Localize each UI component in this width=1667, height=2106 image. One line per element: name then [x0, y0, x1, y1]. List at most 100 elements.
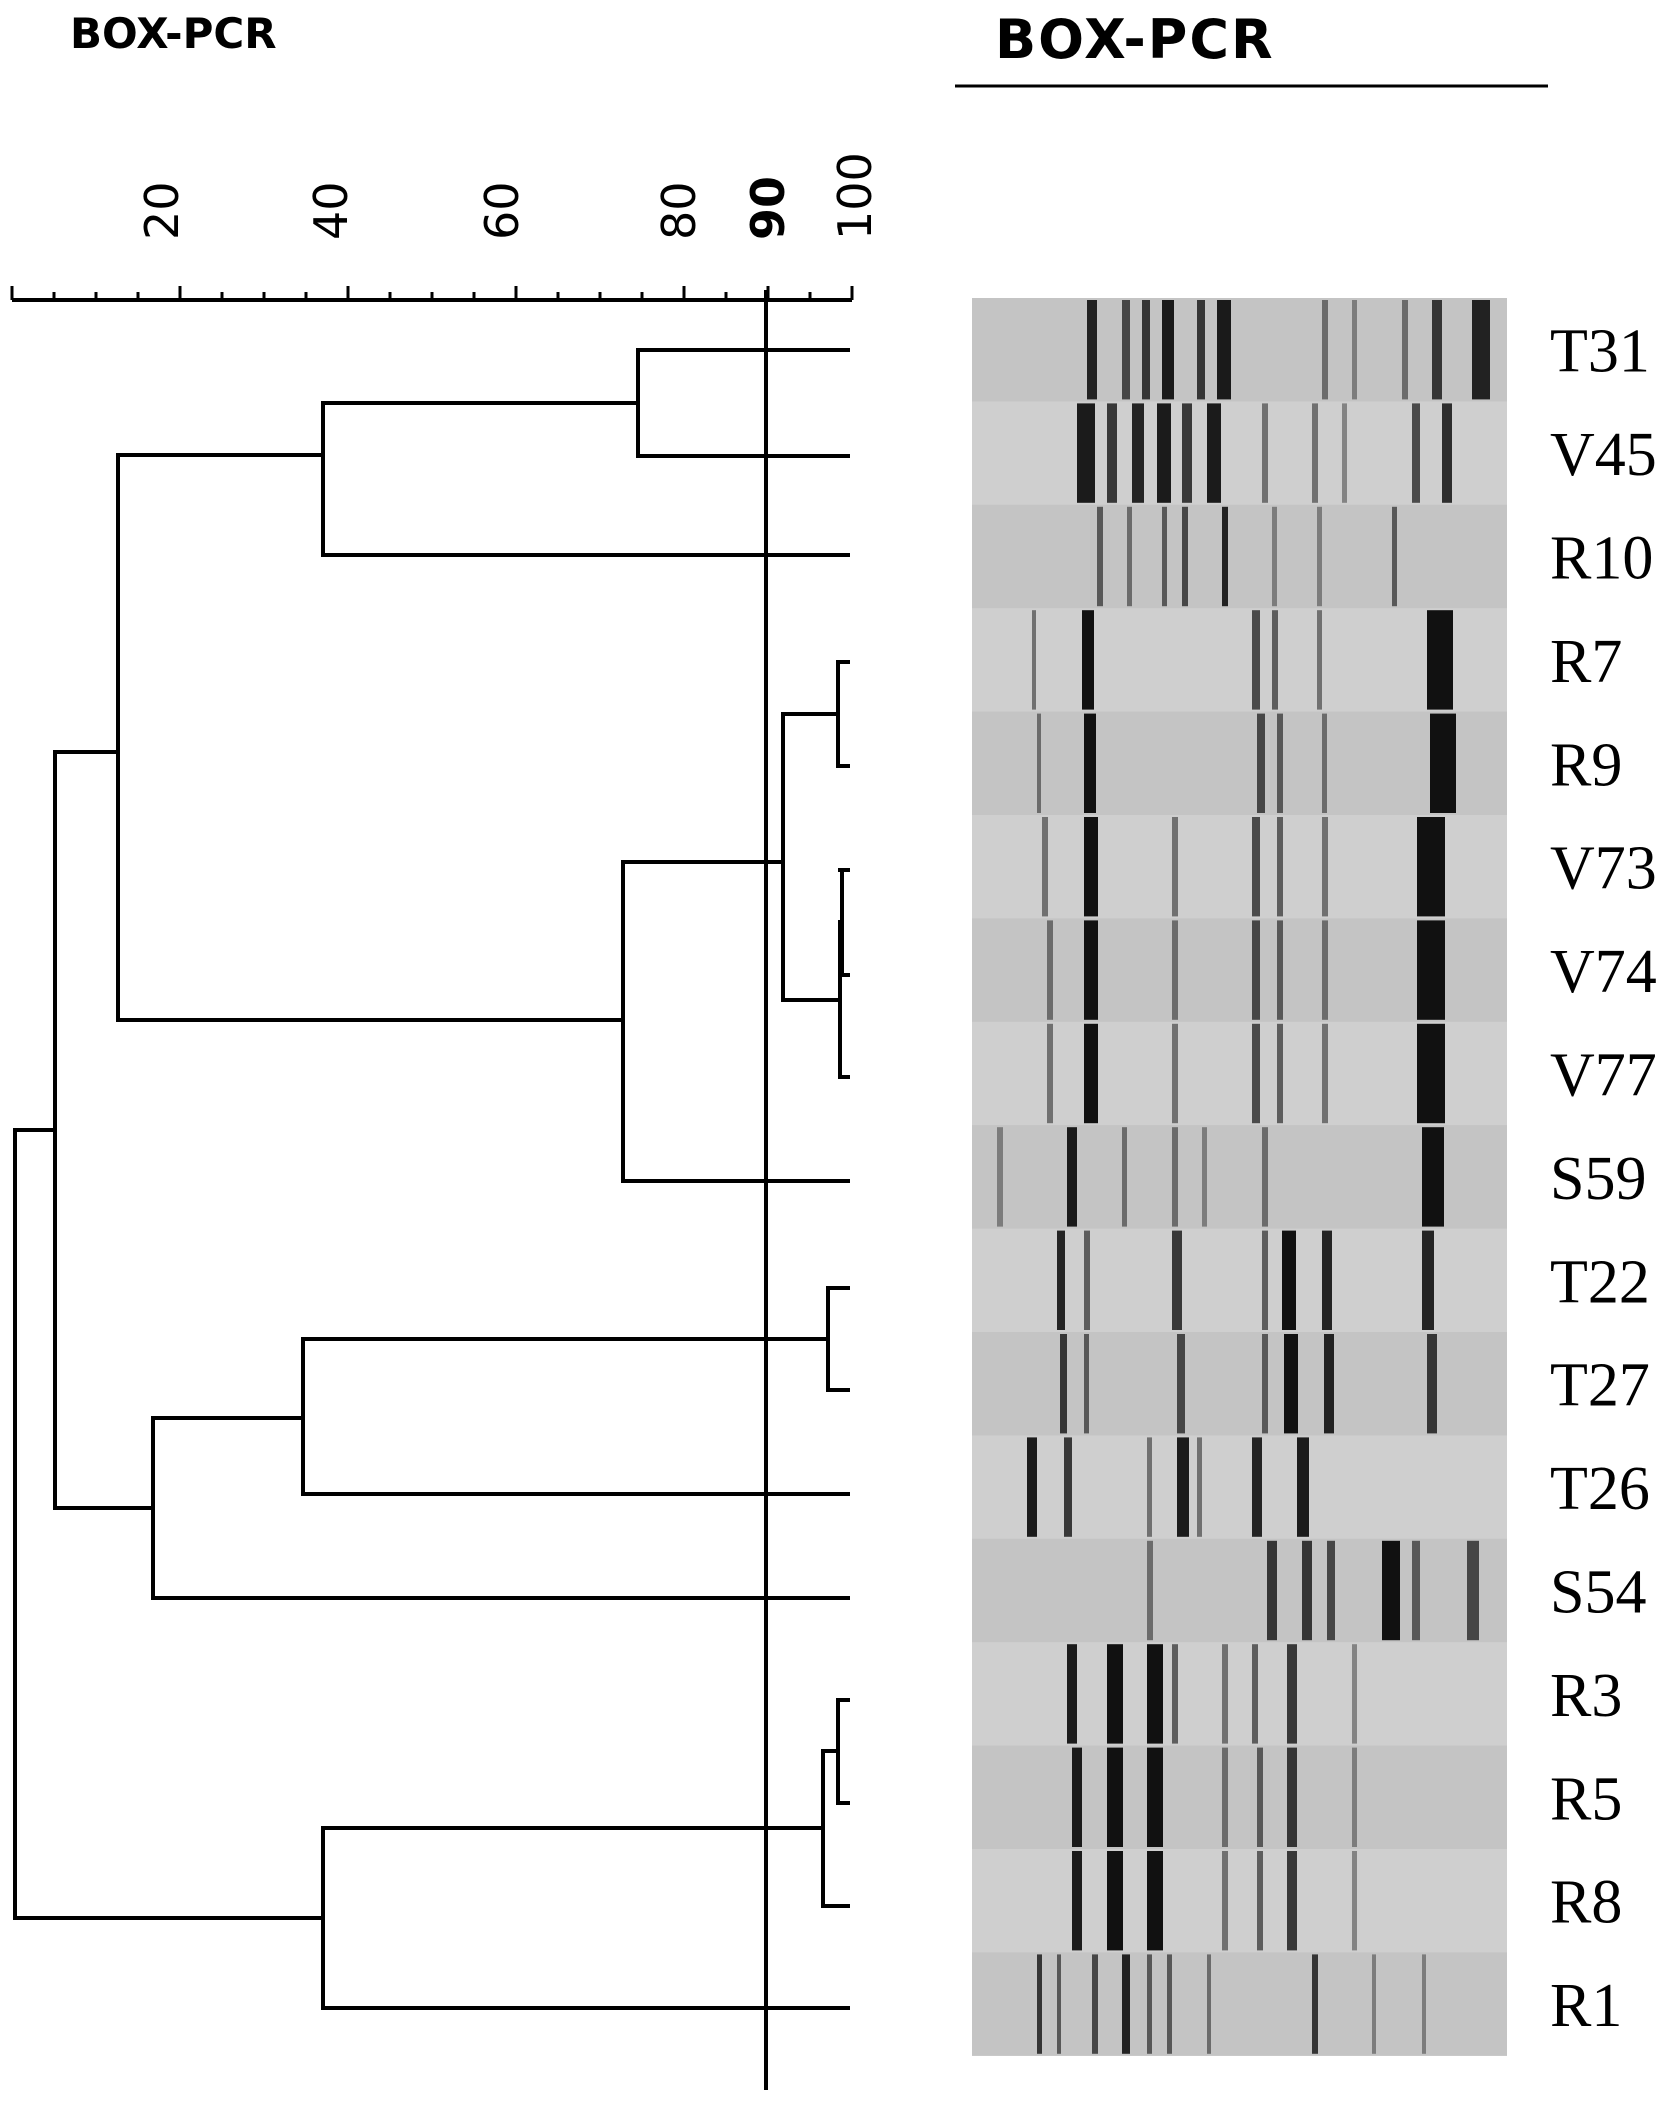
gel-band — [1322, 713, 1327, 813]
gel-band — [1284, 1334, 1298, 1434]
gel-band — [1067, 1644, 1077, 1744]
gel-band — [1252, 1644, 1258, 1744]
gel-lane-v45 — [972, 401, 1507, 505]
gel-band — [1324, 1334, 1334, 1434]
gel-lane-t31 — [972, 298, 1507, 402]
lane-label-t26: T26 — [1550, 1455, 1650, 1523]
lane-labels: T31 V45 R10 R7 R9 V73 V74 V77 S59 T22 T27 T26 S54 R3 R… — [1550, 318, 1657, 2040]
gel-band — [1297, 1437, 1309, 1537]
gel-band — [1067, 1127, 1077, 1227]
tick-label-20: 20 — [135, 181, 189, 240]
lane-label-v74: V74 — [1550, 938, 1657, 1006]
gel-band — [997, 1127, 1003, 1227]
gel-band — [1172, 817, 1178, 917]
gel-band — [1177, 1437, 1189, 1537]
tick-label-60: 60 — [475, 181, 529, 240]
gel-band — [1257, 1851, 1263, 1951]
lane-label-s54: S54 — [1550, 1559, 1646, 1627]
gel-band — [1142, 300, 1150, 400]
gel-band — [1162, 506, 1167, 607]
gel-band — [1257, 713, 1265, 813]
tick-label-90: 90 — [741, 176, 795, 240]
gel-band — [1252, 1023, 1260, 1124]
gel-band — [1287, 1851, 1297, 1951]
gel-band — [1277, 713, 1283, 813]
gel-band — [1207, 1954, 1211, 2054]
gel-band — [1092, 1954, 1098, 2054]
tick-label-100: 100 — [828, 152, 882, 240]
gel-lane-t26 — [972, 1435, 1507, 1539]
gel-band — [1147, 1437, 1152, 1537]
lane-label-r1: R1 — [1550, 1972, 1622, 2040]
gel-band — [1197, 1437, 1202, 1537]
gel-lane-s59 — [972, 1125, 1507, 1229]
gel-band — [1087, 300, 1097, 400]
gel-band — [1222, 506, 1228, 607]
gel-band — [1322, 1230, 1332, 1330]
gel-band — [1417, 920, 1445, 1020]
gel-lane-r10 — [972, 504, 1507, 609]
gel-band — [1287, 1644, 1297, 1744]
gel-band — [1422, 1954, 1426, 2054]
right-title: BOX-PCR — [995, 8, 1275, 71]
gel-lane-r5 — [972, 1745, 1507, 1849]
gel-band — [1422, 1230, 1434, 1330]
gel-band — [1032, 610, 1036, 710]
gel-band — [1252, 610, 1260, 710]
gel-band — [1172, 1644, 1178, 1744]
gel-band — [1252, 817, 1260, 917]
gel-band — [1132, 403, 1144, 503]
gel-band — [1064, 1437, 1072, 1537]
gel-lane-r7 — [972, 608, 1507, 712]
gel-band — [1317, 610, 1322, 710]
tick-label-80: 80 — [652, 181, 706, 240]
gel-band — [1122, 1127, 1127, 1227]
lane-label-r10: R10 — [1550, 525, 1653, 593]
lane-label-v45: V45 — [1550, 421, 1657, 489]
gel-band — [1430, 713, 1456, 813]
lane-label-r3: R3 — [1550, 1662, 1622, 1730]
lane-label-r9: R9 — [1550, 731, 1622, 799]
gel-band — [1257, 1747, 1263, 1847]
gel-band — [1322, 1023, 1328, 1124]
gel-band — [1127, 506, 1132, 607]
gel-band — [1172, 1023, 1178, 1124]
gel-band — [1222, 1644, 1228, 1744]
lane-label-t22: T22 — [1550, 1248, 1650, 1316]
gel-band — [1047, 920, 1053, 1020]
gel-band — [1272, 506, 1277, 607]
gel-lane-r3 — [972, 1642, 1507, 1746]
gel-band — [1427, 1334, 1437, 1434]
gel-band — [1107, 1644, 1123, 1744]
gel-band — [1084, 1230, 1090, 1330]
gel-band — [1272, 610, 1278, 710]
gel-band — [1342, 403, 1347, 503]
gel-band — [1262, 1127, 1268, 1227]
gel-band — [1222, 1851, 1228, 1951]
gel-band — [1467, 1540, 1479, 1641]
gel-lane-r8 — [972, 1849, 1507, 1953]
gel-band — [1107, 1851, 1123, 1951]
gel-band — [1427, 610, 1453, 710]
gel-band — [1084, 817, 1098, 917]
gel-band — [1197, 300, 1205, 400]
gel-lane-r9 — [972, 711, 1507, 815]
gel-band — [1147, 1954, 1152, 2054]
gel-band — [1162, 300, 1174, 400]
gel-band — [1037, 713, 1041, 813]
gel-band — [1084, 713, 1096, 813]
gel-band — [1432, 300, 1442, 400]
gel-band — [1267, 1540, 1277, 1641]
gel-band — [1182, 506, 1188, 607]
gel-lane-s54 — [972, 1538, 1507, 1643]
lane-label-v77: V77 — [1550, 1042, 1657, 1110]
gel-band — [1217, 300, 1231, 400]
lane-label-s59: S59 — [1550, 1145, 1646, 1213]
gel-band — [1172, 1127, 1178, 1227]
gel-band — [1177, 1334, 1185, 1434]
gel-band — [1322, 300, 1328, 400]
gel-band — [1084, 920, 1098, 1020]
lane-label-v73: V73 — [1550, 835, 1657, 903]
gel-band — [1084, 1023, 1098, 1124]
